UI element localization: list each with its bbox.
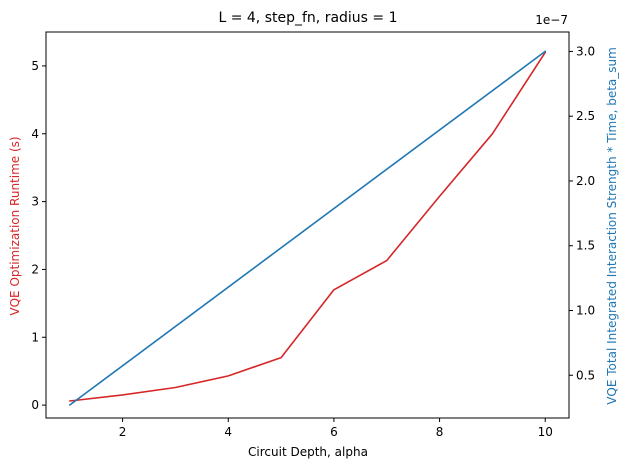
plot-frame	[45, 31, 570, 419]
x-tick-label: 4	[224, 425, 232, 439]
series-layer	[69, 50, 547, 406]
left-axis-ticks: 0 1 2 3 4 5	[31, 59, 46, 412]
left-tick-label: 2	[31, 262, 39, 276]
left-axis-series-line	[69, 51, 547, 402]
right-axis-offset-text: 1e−7	[535, 13, 568, 27]
chart-title: L = 4, step_fn, radius = 1	[218, 10, 397, 26]
y-left-axis-label: VQE Optimization Runtime (s)	[8, 136, 22, 315]
right-tick-label: 3.0	[576, 44, 595, 58]
right-tick-label: 2.0	[576, 174, 595, 188]
right-tick-label: 0.5	[576, 368, 595, 382]
x-tick-label: 6	[330, 425, 338, 439]
x-axis-label: Circuit Depth, alpha	[248, 445, 368, 459]
right-tick-label: 1.5	[576, 239, 595, 253]
left-tick-label: 1	[31, 330, 39, 344]
left-tick-label: 4	[31, 127, 39, 141]
left-tick-label: 0	[31, 398, 39, 412]
right-tick-label: 2.5	[576, 109, 595, 123]
right-axis-ticks: 0.5 1.0 1.5 2.0 2.5 3.0	[569, 44, 595, 382]
x-tick-label: 2	[119, 425, 127, 439]
x-axis-ticks: 2 4 6 8 10	[119, 418, 553, 439]
x-tick-label: 10	[538, 425, 553, 439]
left-tick-label: 5	[31, 59, 39, 73]
left-tick-label: 3	[31, 195, 39, 209]
y-right-axis-label: VQE Total Integrated Interaction Strengt…	[605, 47, 619, 405]
right-axis-series-line	[69, 50, 547, 406]
right-tick-label: 1.0	[576, 303, 595, 317]
x-tick-label: 8	[436, 425, 444, 439]
